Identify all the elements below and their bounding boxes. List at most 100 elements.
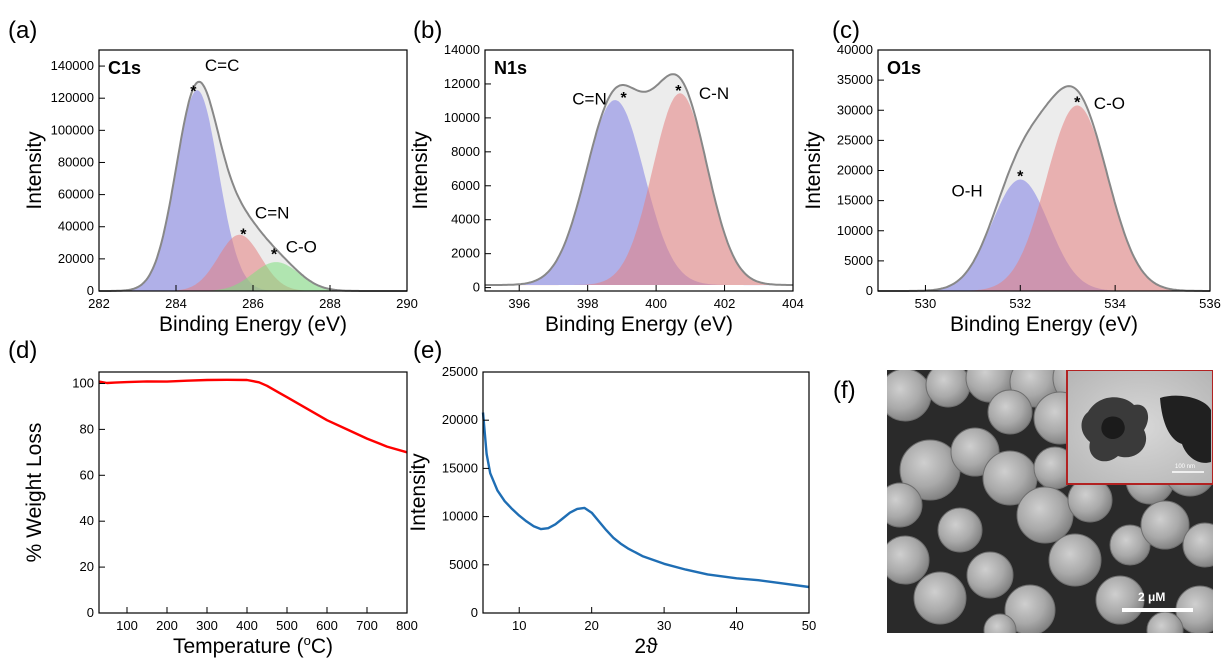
x-tick-label: 536 — [1199, 296, 1221, 311]
x-tick-label: 600 — [316, 618, 338, 633]
y-tick-label: 15000 — [442, 460, 478, 475]
y-tick-label: 10000 — [442, 509, 478, 524]
peak-C-O — [878, 105, 1210, 292]
y-axis-title: Intensity — [23, 131, 46, 210]
peak-star-O-H: * — [1017, 169, 1024, 186]
x-axis-title: Binding Energy (eV) — [159, 313, 347, 336]
y-tick-label: 2000 — [451, 246, 480, 261]
plot-frame — [484, 49, 794, 292]
y-tick-label: 25000 — [837, 132, 873, 147]
y-tick-label: 140000 — [51, 58, 94, 73]
peak-label-C-N: C-N — [699, 84, 729, 103]
x-tick-label: 398 — [577, 296, 599, 311]
x-axis-title: Binding Energy (eV) — [950, 313, 1138, 336]
spectrum-title: N1s — [494, 58, 527, 78]
x-tick-label: 396 — [508, 296, 530, 311]
x-tick-label: 404 — [782, 296, 804, 311]
y-axis-title: Intensity — [802, 131, 825, 210]
x-tick-label: 100 — [116, 618, 138, 633]
y-tick-label: 40 — [80, 513, 94, 528]
x-tick-label: 500 — [276, 618, 298, 633]
peak-label-C-O: C-O — [286, 237, 317, 256]
y-tick-label: 0 — [87, 605, 94, 620]
x-tick-label: 284 — [165, 296, 187, 311]
y-tick-label: 0 — [473, 280, 480, 295]
panel-label-f: (f) — [833, 377, 856, 404]
x-axis-title: Binding Energy (eV) — [545, 313, 733, 336]
peak-star-C=N: * — [240, 227, 247, 244]
spectrum-title: O1s — [887, 58, 921, 78]
y-tick-label: 8000 — [451, 144, 480, 159]
sem-image: 100 nm 2 μM — [887, 370, 1213, 633]
x-tick-label: 20 — [584, 618, 598, 633]
peak-label-O-H: O-H — [952, 181, 983, 200]
x-tick-label: 530 — [915, 296, 937, 311]
y-tick-label: 35000 — [837, 72, 873, 87]
series-line-0 — [481, 412, 810, 589]
series-line-0 — [98, 378, 408, 454]
y-tick-label: 20000 — [442, 412, 478, 427]
y-tick-label: 10000 — [837, 223, 873, 238]
y-tick-label: 40000 — [837, 42, 873, 57]
peak-star-C=N: * — [620, 90, 627, 107]
y-tick-label: 15000 — [837, 193, 873, 208]
peak-star-C-N: * — [675, 83, 682, 100]
y-tick-label: 30000 — [837, 102, 873, 117]
x-tick-label: 282 — [88, 296, 110, 311]
y-tick-label: 20000 — [58, 251, 94, 266]
panel-d: (d) 100 200 300 400 500 600 700 800 0 20 40 60 80 100 T… — [8, 337, 418, 658]
panel-f: (f) — [833, 370, 1213, 633]
tem-inset: 100 nm — [1066, 370, 1213, 485]
y-tick-label: 100 — [72, 375, 94, 390]
y-axis-title: % Weight Loss — [23, 423, 46, 563]
panel-label: (e) — [413, 337, 442, 364]
panel-a: (a) C=C * C=N * C-O * 282 284 286 288 290 0 20000 4000… — [8, 17, 418, 336]
y-tick-label: 25000 — [442, 364, 478, 379]
x-tick-label: 400 — [645, 296, 667, 311]
peak-star-C-O: * — [271, 247, 278, 264]
peak-C-O — [99, 262, 407, 291]
y-tick-label: 0 — [471, 605, 478, 620]
y-tick-label: 40000 — [58, 219, 94, 234]
peak-label-C=N: C=N — [572, 89, 606, 108]
x-tick-label: 534 — [1104, 296, 1126, 311]
y-tick-label: 14000 — [444, 42, 480, 57]
x-axis-title: Temperature (oC) — [173, 633, 333, 658]
y-tick-label: 100000 — [51, 122, 94, 137]
peak-C=C — [99, 90, 407, 291]
y-tick-label: 0 — [866, 283, 873, 298]
scale-bar-label: 2 μM — [1138, 590, 1165, 604]
inset-scale-label: 100 nm — [1175, 464, 1195, 470]
y-axis-title: Intensity — [407, 453, 430, 532]
x-tick-label: 400 — [236, 618, 258, 633]
y-tick-label: 12000 — [444, 76, 480, 91]
envelope-line — [484, 73, 793, 287]
peak-label-C-O: C-O — [1094, 94, 1125, 113]
x-tick-label: 700 — [356, 618, 378, 633]
peak-star-C-O: * — [1074, 94, 1081, 111]
y-tick-label: 5000 — [844, 253, 873, 268]
y-tick-label: 20 — [80, 559, 94, 574]
x-tick-label: 200 — [156, 618, 178, 633]
y-tick-label: 0 — [87, 283, 94, 298]
y-tick-label: 60000 — [58, 187, 94, 202]
panel-label: (b) — [413, 17, 442, 44]
panel-label: (c) — [832, 17, 860, 44]
x-tick-label: 286 — [242, 296, 264, 311]
panel-e: (e) 10 20 30 40 50 0 5000 10000 15000 20000 25000 2ϑ… — [407, 337, 816, 658]
x-tick-label: 288 — [319, 296, 341, 311]
y-tick-label: 120000 — [51, 90, 94, 105]
x-tick-label: 290 — [396, 296, 418, 311]
x-tick-label: 300 — [196, 618, 218, 633]
spectrum-title: C1s — [108, 58, 141, 78]
y-tick-label: 5000 — [449, 557, 478, 572]
plot-frame — [482, 371, 810, 614]
y-tick-label: 60 — [80, 467, 94, 482]
y-axis-title: Intensity — [409, 131, 432, 210]
x-axis-title: 2ϑ — [634, 635, 658, 658]
y-tick-label: 20000 — [837, 163, 873, 178]
x-tick-label: 10 — [512, 618, 526, 633]
y-tick-label: 4000 — [451, 212, 480, 227]
peak-C=N — [485, 100, 793, 286]
